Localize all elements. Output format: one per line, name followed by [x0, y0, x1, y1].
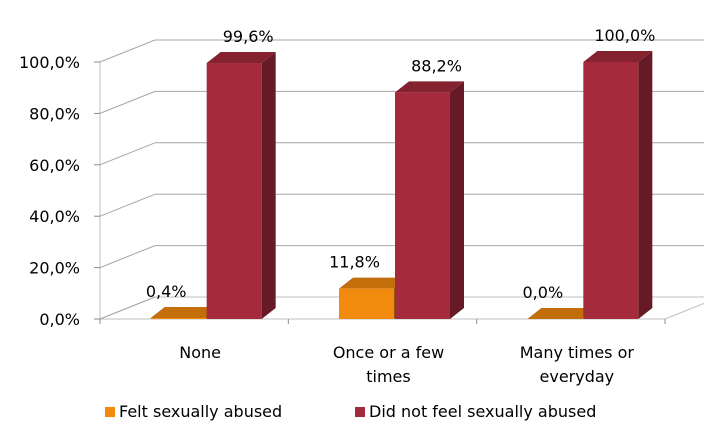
y-tick-label: 100,0%	[19, 53, 80, 72]
bar-front	[339, 288, 394, 319]
bar-top	[583, 51, 653, 62]
category-label: Many times or	[520, 343, 635, 362]
y-tick-label: 80,0%	[29, 104, 80, 123]
bar-side	[638, 51, 653, 319]
y-tick-label: 0,0%	[39, 310, 80, 329]
gridline-side	[99, 245, 156, 269]
category-label: everyday	[540, 367, 615, 386]
data-label: 0,4%	[146, 282, 187, 301]
bar	[339, 277, 408, 319]
bar	[583, 51, 653, 319]
category-label: Once or a few	[333, 343, 444, 362]
bar-top	[527, 308, 597, 319]
y-tick-label: 60,0%	[29, 156, 80, 175]
legend-item: Felt sexually abused	[105, 402, 282, 421]
data-label: 88,2%	[411, 56, 462, 75]
y-axis-ticks: 0,0% 20,0% 40,0% 60,0% 80,0% 100,0%	[19, 53, 666, 329]
bar-front	[395, 92, 450, 320]
bar-front	[206, 63, 262, 319]
bars	[150, 51, 653, 320]
gridline-side	[99, 296, 156, 320]
legend-item: Did not feel sexually abused	[355, 402, 596, 421]
bar	[527, 308, 597, 319]
category-labels: None Once or a few times Many times or every…	[179, 343, 634, 386]
legend-swatch	[105, 407, 115, 417]
gridline-side	[99, 142, 156, 166]
gridline-side	[99, 90, 156, 114]
category-label: None	[179, 343, 221, 362]
bar	[206, 52, 276, 319]
bar-front	[150, 317, 206, 319]
bar-top	[206, 52, 276, 64]
legend-label: Did not feel sexually abused	[369, 402, 596, 421]
legend: Felt sexually abused Did not feel sexuall…	[105, 402, 596, 421]
y-tick-label: 40,0%	[29, 207, 80, 226]
bar-side	[261, 52, 276, 319]
data-label: 0,0%	[523, 283, 564, 302]
bar-top	[395, 81, 464, 93]
data-label: 99,6%	[223, 27, 274, 46]
legend-label: Felt sexually abused	[119, 402, 282, 421]
bar	[395, 81, 464, 320]
data-labels: 0,4% 99,6% 11,8% 88,2% 0,0% 100,0%	[146, 26, 656, 302]
bar-front	[583, 62, 639, 319]
gridline-side	[99, 39, 156, 63]
category-label: times	[366, 367, 410, 386]
y-tick-label: 20,0%	[29, 259, 80, 278]
gridline-side	[99, 193, 156, 217]
bar-top	[150, 306, 220, 318]
legend-swatch	[355, 407, 365, 417]
data-label: 11,8%	[329, 253, 380, 272]
data-label: 100,0%	[594, 26, 655, 45]
bar-side	[450, 81, 464, 320]
bar-top	[339, 277, 408, 289]
